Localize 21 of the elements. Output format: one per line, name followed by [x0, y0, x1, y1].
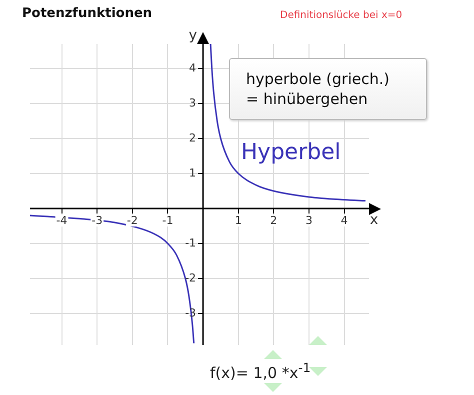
series-label: Hyperbel	[241, 140, 341, 165]
x-axis-title: x	[370, 212, 378, 228]
x-tick-label: 2	[270, 214, 278, 227]
x-tick-label: -1	[162, 214, 174, 227]
x-tick-label: 4	[340, 214, 348, 227]
x-tick-label: 1	[234, 214, 242, 227]
y-tick-label: 3	[189, 96, 196, 110]
text-box: hyperbole (griech.) = hinübergehen	[229, 58, 427, 120]
y-tick-label: 2	[189, 131, 196, 144]
chart-title: Potenzfunktionen	[22, 6, 152, 21]
y-axis-title: y	[188, 28, 198, 44]
y-tick-label: 4	[189, 61, 196, 74]
y-tick-label: 1	[189, 166, 196, 180]
text: Definitionslücke bei x=0	[280, 10, 402, 21]
x-tick-label: -3	[92, 214, 103, 227]
text: f(x)= 1,0 *x$^{-1}$	[210, 360, 311, 382]
x-tick-label: -4	[56, 214, 68, 227]
x-tick-label: 3	[305, 214, 312, 227]
y-tick-label: -2	[185, 271, 196, 284]
y-tick-label: -1	[185, 236, 196, 250]
x-tick-label: -2	[126, 214, 138, 227]
